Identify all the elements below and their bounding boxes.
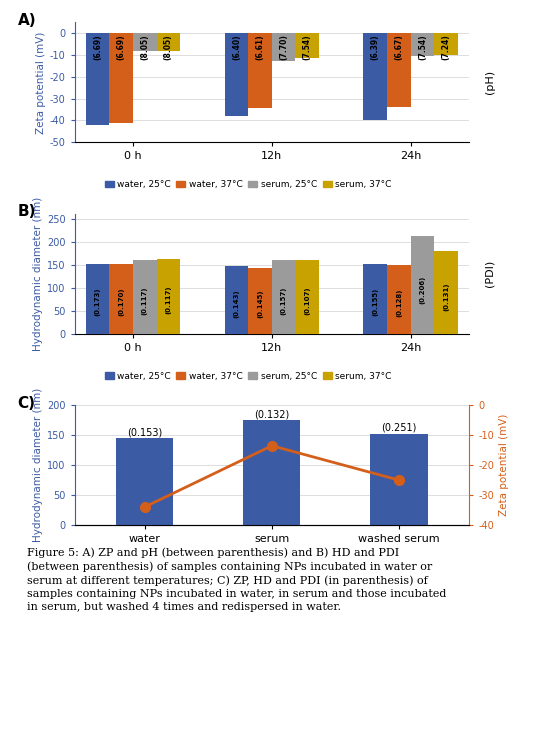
- Bar: [411, 236, 434, 334]
- Bar: [86, 264, 109, 334]
- Bar: [157, 34, 180, 51]
- Text: (6.69): (6.69): [93, 34, 102, 60]
- Bar: [109, 264, 133, 334]
- Text: (7.54): (7.54): [418, 34, 427, 60]
- Bar: [295, 34, 319, 58]
- Text: Figure 5: A) ZP and pH (between parenthesis) and B) HD and PDI
(between parenthe: Figure 5: A) ZP and pH (between parenthe…: [27, 548, 446, 613]
- Y-axis label: Zeta potential (mV): Zeta potential (mV): [499, 414, 510, 516]
- Bar: [364, 34, 387, 121]
- Y-axis label: Hydrodynamic diameter (nm): Hydrodynamic diameter (nm): [33, 388, 43, 542]
- Bar: [272, 34, 295, 61]
- Bar: [434, 251, 458, 334]
- Bar: [387, 265, 411, 334]
- Y-axis label: Hydrodynamic diameter (nm): Hydrodynamic diameter (nm): [33, 196, 43, 351]
- Bar: [109, 34, 133, 122]
- Bar: [370, 434, 427, 525]
- Text: (0.143): (0.143): [233, 289, 239, 318]
- Text: C): C): [18, 396, 35, 411]
- Text: (7.24): (7.24): [442, 34, 450, 60]
- Text: (0.157): (0.157): [281, 286, 287, 315]
- Bar: [295, 260, 319, 334]
- Bar: [243, 420, 301, 525]
- Bar: [133, 34, 157, 51]
- Text: (0.131): (0.131): [443, 282, 449, 310]
- Text: (0.155): (0.155): [372, 288, 378, 316]
- Text: B): B): [18, 204, 36, 219]
- Text: (6.39): (6.39): [371, 34, 380, 60]
- Bar: [248, 268, 272, 334]
- Y-axis label: Zeta potential (mV): Zeta potential (mV): [36, 32, 45, 134]
- Bar: [411, 34, 434, 56]
- Text: (8.05): (8.05): [164, 34, 173, 60]
- Text: A): A): [18, 13, 36, 28]
- Text: (6.67): (6.67): [394, 34, 403, 60]
- Text: (0.145): (0.145): [257, 290, 263, 318]
- Bar: [86, 34, 109, 125]
- Text: (PDI): (PDI): [485, 260, 495, 287]
- Bar: [224, 34, 248, 116]
- Text: (8.05): (8.05): [140, 34, 149, 60]
- Bar: [157, 259, 180, 334]
- Bar: [272, 260, 295, 334]
- Text: (0.107): (0.107): [304, 286, 310, 315]
- Text: (6.61): (6.61): [255, 34, 264, 60]
- Text: (pH): (pH): [485, 70, 495, 94]
- Text: (7.70): (7.70): [279, 34, 288, 60]
- Bar: [116, 438, 173, 525]
- Bar: [248, 34, 272, 109]
- Bar: [434, 34, 458, 56]
- Legend: water, 25°C, water, 37°C, serum, 25°C, serum, 37°C: water, 25°C, water, 37°C, serum, 25°C, s…: [101, 176, 395, 193]
- Text: (0.128): (0.128): [396, 288, 402, 316]
- Bar: [133, 260, 157, 334]
- Text: (0.170): (0.170): [118, 288, 124, 316]
- Bar: [387, 34, 411, 107]
- Text: (0.117): (0.117): [165, 286, 172, 314]
- Legend: water, 25°C, water, 37°C, serum, 25°C, serum, 37°C: water, 25°C, water, 37°C, serum, 25°C, s…: [101, 368, 395, 384]
- Text: (6.40): (6.40): [232, 34, 241, 60]
- Text: (7.54): (7.54): [303, 34, 312, 60]
- Text: (0.173): (0.173): [94, 288, 101, 316]
- Text: (0.251): (0.251): [382, 423, 417, 433]
- Text: (6.69): (6.69): [117, 34, 126, 60]
- Text: (0.117): (0.117): [142, 286, 148, 315]
- Text: (0.153): (0.153): [127, 427, 162, 437]
- Text: (0.206): (0.206): [419, 275, 425, 304]
- Bar: [364, 264, 387, 334]
- Text: (0.132): (0.132): [254, 409, 289, 419]
- Bar: [224, 266, 248, 334]
